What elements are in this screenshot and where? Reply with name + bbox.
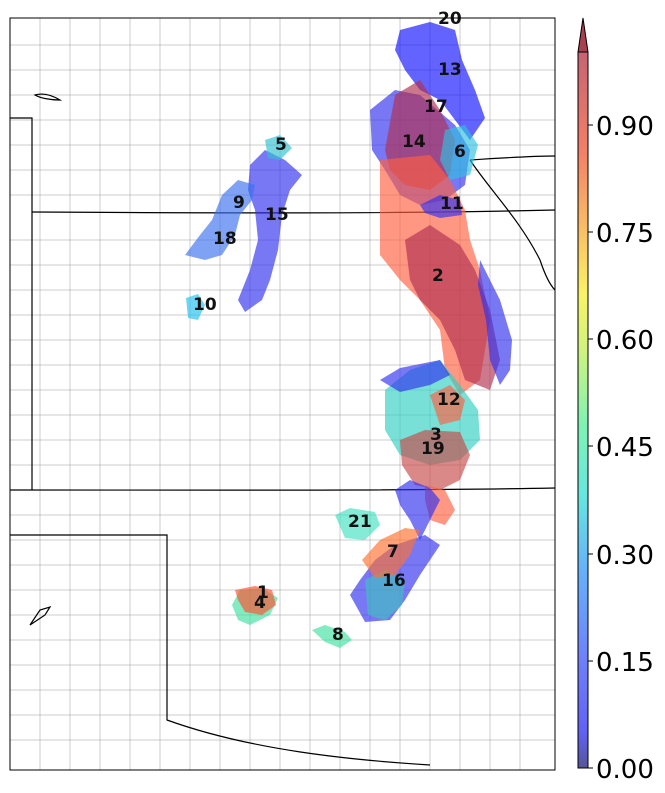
swath-16 [365, 570, 405, 620]
swath-11 [420, 195, 462, 218]
state-boundaries [9, 93, 556, 766]
swath-15 [238, 150, 302, 312]
label-15: 15 [265, 205, 289, 225]
label-18: 18 [213, 229, 237, 249]
swath-2 [405, 225, 500, 390]
label-19: 19 [421, 439, 445, 459]
label-7: 7 [387, 542, 399, 562]
label-1: 1 [257, 583, 269, 603]
colorbar-tick-6: 0.90 [596, 112, 654, 142]
colorbar-tick-0: 0.00 [596, 755, 654, 785]
map-frame [9, 17, 556, 771]
label-2: 2 [432, 266, 444, 286]
label-14: 14 [402, 132, 426, 152]
label-17: 17 [424, 97, 448, 117]
label-20: 20 [438, 9, 462, 29]
colorbar-fill [577, 51, 589, 769]
swath-5 [265, 135, 292, 160]
label-5: 5 [275, 135, 287, 155]
swath-2-edge [478, 260, 512, 385]
label-16: 16 [382, 571, 406, 591]
swath-lower-blue [395, 480, 440, 540]
swath-3-blue [380, 360, 450, 392]
swath-7 [362, 528, 420, 578]
label-21: 21 [348, 512, 372, 532]
colorbar-tick-1: 0.15 [596, 648, 654, 678]
label-10: 10 [193, 295, 217, 315]
swath-labels: 20 13 17 14 6 11 5 9 15 18 10 2 12 3 19 … [193, 9, 466, 645]
swath-20-13 [395, 22, 485, 140]
swath-6 [440, 125, 478, 180]
colorbar-tick-2: 0.30 [596, 541, 654, 571]
colorbar-tick-4: 0.60 [596, 326, 654, 356]
swath-19 [400, 430, 470, 490]
swath-9-18 [185, 180, 255, 260]
label-9: 9 [233, 193, 245, 213]
swath-8 [312, 625, 352, 648]
label-3: 3 [430, 425, 442, 445]
label-13: 13 [438, 60, 462, 80]
colorbar: 0.00 0.15 0.30 0.45 0.60 0.75 0.90 [577, 17, 654, 785]
swath-1-4 [235, 586, 276, 615]
label-4: 4 [254, 593, 266, 613]
swaths [185, 22, 512, 648]
swath-12 [430, 385, 465, 425]
swath-10 [186, 294, 205, 320]
colorbar-tick-3: 0.45 [596, 433, 654, 463]
swath-21 [335, 508, 380, 540]
label-8: 8 [332, 625, 344, 645]
colorbar-tick-5: 0.75 [596, 219, 654, 249]
label-6: 6 [454, 142, 466, 162]
colorbar-extend-arrow [577, 17, 589, 53]
label-12: 12 [437, 390, 461, 410]
label-11: 11 [440, 194, 464, 214]
